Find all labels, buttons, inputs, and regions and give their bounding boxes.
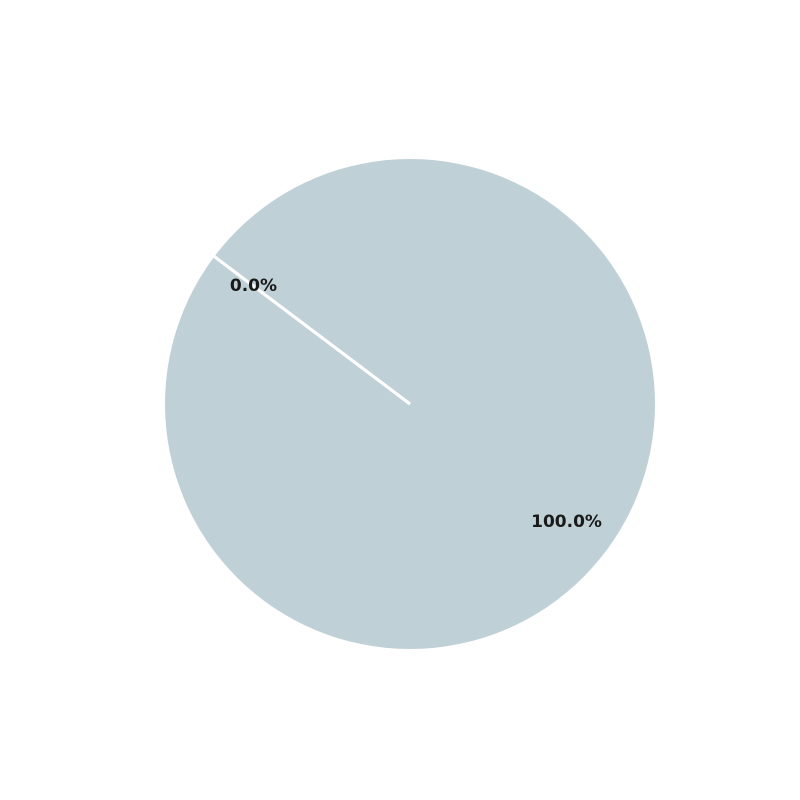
pie-labels: 0.0% 100.0% (230, 276, 602, 532)
pie-slices (165, 159, 655, 649)
slice-percent-label: 0.0% (230, 276, 277, 296)
slice-separator (212, 254, 411, 406)
slice-percent-label: 100.0% (531, 512, 602, 532)
